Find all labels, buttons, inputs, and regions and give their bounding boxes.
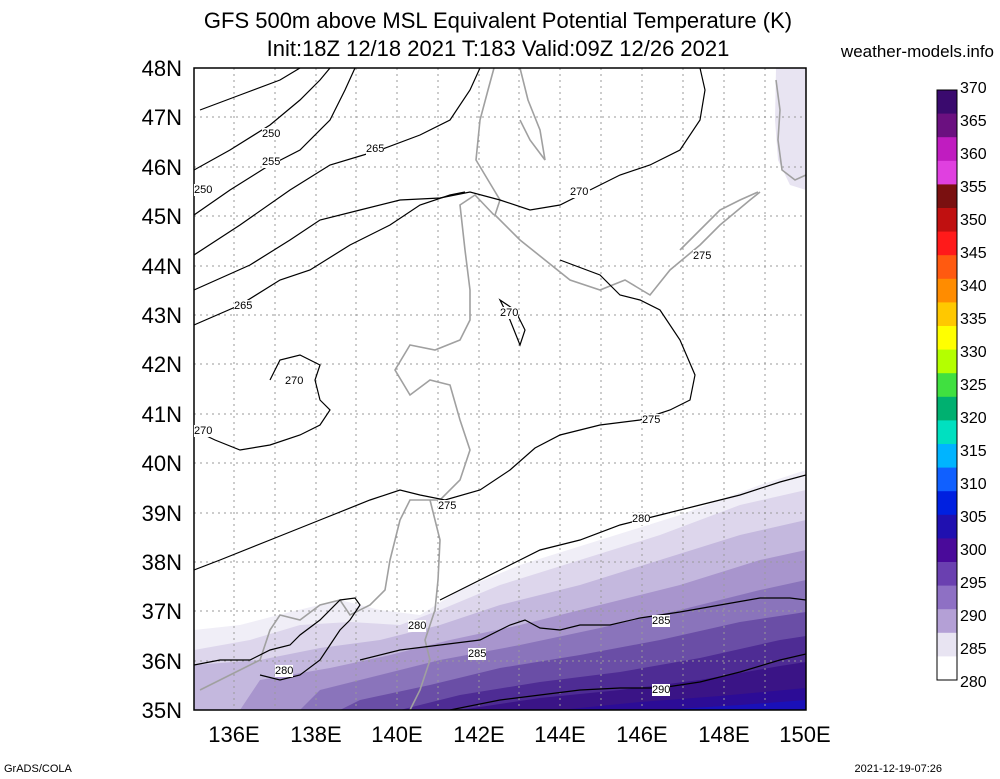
colorbar-swatch	[937, 255, 957, 280]
lat-label: 47N	[141, 105, 182, 130]
colorbar-label: 320	[960, 410, 987, 427]
lon-label: 150E	[779, 722, 831, 747]
colorbar-swatch	[937, 113, 957, 138]
colorbar-swatch	[937, 278, 957, 303]
chart-title: GFS 500m above MSL Equivalent Potential …	[203, 8, 793, 33]
colorbar-swatch	[937, 514, 957, 539]
contour-label: 285	[468, 648, 487, 660]
colorbar-swatch	[937, 160, 957, 185]
contour-label: 275	[693, 250, 712, 262]
contour-label: 285	[652, 615, 671, 627]
lat-label: 43N	[141, 303, 182, 328]
lat-label: 38N	[141, 550, 182, 575]
colorbar-label: 285	[960, 641, 987, 658]
lon-label: 138E	[290, 722, 342, 747]
colorbar-label: 330	[960, 344, 987, 361]
lat-label: 45N	[141, 204, 182, 229]
lat-label: 46N	[141, 155, 182, 180]
lat-label: 42N	[141, 352, 182, 377]
contour-label: 280	[408, 620, 427, 632]
colorbar-swatch	[937, 302, 957, 327]
colorbar-label: 340	[960, 278, 987, 295]
lon-label: 140E	[371, 722, 423, 747]
colorbar-swatch	[937, 632, 957, 657]
colorbar-label: 280	[960, 674, 987, 691]
lon-label: 142E	[453, 722, 505, 747]
footer-timestamp: 2021-12-19-07:26	[854, 763, 942, 775]
coastlines	[199, 68, 806, 710]
colorbar-label: 300	[960, 542, 987, 559]
contour-label: 290	[652, 684, 671, 696]
contour-label: 270	[194, 425, 213, 437]
contour-label: 255	[262, 156, 281, 168]
colorbar-swatch	[937, 420, 957, 445]
colorbar-swatch	[937, 349, 957, 374]
colorbar-swatch	[937, 585, 957, 610]
colorbar-swatch	[937, 491, 957, 516]
contour-label: 265	[366, 143, 385, 155]
lat-label: 39N	[141, 501, 182, 526]
colorbar-swatch	[937, 538, 957, 563]
colorbar-label: 350	[960, 212, 987, 229]
lon-label: 148E	[698, 722, 750, 747]
contour-lines	[194, 68, 806, 710]
colorbar-swatch	[937, 562, 957, 587]
contour-label: 280	[632, 513, 651, 525]
lon-label: 144E	[534, 722, 586, 747]
colorbar-swatch	[937, 326, 957, 351]
contour-label: 275	[642, 414, 661, 426]
colorbar-label: 370	[960, 80, 987, 97]
colorbar-swatch	[937, 184, 957, 209]
colorbar-swatch	[937, 137, 957, 162]
colorbar-label: 325	[960, 377, 987, 394]
shaded-field	[194, 68, 806, 710]
contour-label: 250	[262, 128, 281, 140]
colorbar-label: 360	[960, 146, 987, 163]
colorbar-label: 310	[960, 476, 987, 493]
grid-lines	[194, 68, 806, 710]
lat-label: 48N	[141, 56, 182, 81]
colorbar-swatch	[937, 90, 957, 115]
colorbar-swatch	[937, 609, 957, 634]
contour-label: 270	[285, 375, 304, 387]
colorbar-label: 290	[960, 608, 987, 625]
map-frame	[193, 67, 807, 711]
colorbar-swatch	[937, 208, 957, 233]
colorbar-swatch	[937, 467, 957, 492]
colorbar-label: 335	[960, 311, 987, 328]
contour-label: 280	[275, 665, 294, 677]
lon-label: 146E	[616, 722, 668, 747]
lat-label: 44N	[141, 254, 182, 279]
colorbar-label: 345	[960, 245, 987, 262]
footer-software: GrADS/COLA	[4, 763, 72, 775]
colorbar-swatch	[937, 396, 957, 421]
lat-label: 40N	[141, 451, 182, 476]
contour-label: 275	[438, 500, 457, 512]
contour-label: 270	[570, 186, 589, 198]
colorbar-label: 305	[960, 509, 987, 526]
contour-label: 265	[234, 300, 253, 312]
contour-label: 250	[194, 184, 213, 196]
colorbar-swatch	[937, 231, 957, 256]
lon-label: 136E	[208, 722, 260, 747]
colorbar-label: 355	[960, 179, 987, 196]
colorbar-swatch	[937, 373, 957, 398]
lat-label: 36N	[141, 649, 182, 674]
colorbar-swatch	[937, 656, 957, 681]
colorbar-swatch	[937, 444, 957, 469]
lat-label: 37N	[141, 599, 182, 624]
chart-subtitle: Init:18Z 12/18 2021 T:183 Valid:09Z 12/2…	[266, 36, 730, 61]
contour-label: 270	[500, 307, 519, 319]
colorbar-label: 365	[960, 113, 987, 130]
colorbar-label: 295	[960, 575, 987, 592]
colorbar-label: 315	[960, 443, 987, 460]
lat-label: 35N	[141, 698, 182, 723]
site-watermark: weather-models.info	[840, 42, 994, 61]
colorbar	[936, 89, 958, 681]
lat-label: 41N	[141, 402, 182, 427]
